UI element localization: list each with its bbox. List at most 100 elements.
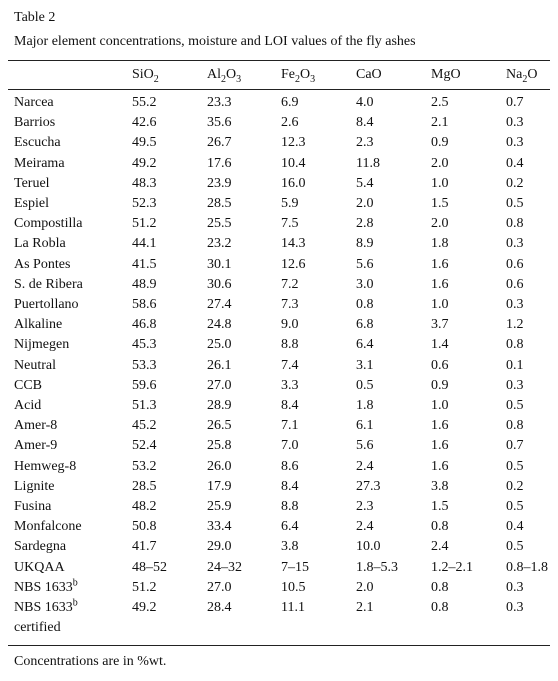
cell: 1.6 (431, 458, 449, 474)
column-header: Na2O (506, 67, 538, 84)
row-label: Acid (14, 398, 41, 414)
cell: 35.6 (207, 115, 232, 131)
cell: 0.2 (506, 175, 524, 191)
cell: 0.9 (431, 135, 449, 151)
header-text: CaO (356, 67, 382, 82)
row-label: UKQAA (14, 560, 65, 576)
cell: 9.0 (281, 317, 299, 333)
cell: 0.3 (506, 377, 524, 393)
cell: 2.6 (281, 115, 299, 131)
column-header: SiO2 (132, 67, 159, 85)
cell: 1.6 (431, 438, 449, 454)
cell: 0.3 (506, 600, 524, 615)
cell: 50.8 (132, 519, 157, 535)
cell: 3.0 (356, 276, 374, 292)
row-label: NBS 1633b (14, 577, 78, 596)
subscript: 2 (153, 73, 159, 85)
cell: 41.7 (132, 539, 157, 555)
rule (8, 89, 550, 90)
row-label-line2: certified (14, 620, 61, 636)
cell: 10.5 (281, 579, 306, 595)
superscript: b (72, 597, 78, 609)
cell: 0.9 (431, 377, 449, 393)
cell: 46.8 (132, 317, 157, 333)
row-label: Alkaline (14, 317, 62, 333)
row-label: Hemweg-8 (14, 459, 76, 475)
row-label-text: Espiel (14, 196, 49, 211)
cell: 0.8 (431, 600, 449, 615)
row-label: Meirama (14, 156, 65, 172)
cell: 27.4 (207, 297, 232, 312)
row-label-text: NBS 1633 (14, 579, 73, 595)
row-label-text: La Robla (14, 236, 66, 252)
row-label-text: Amer-8 (14, 418, 58, 434)
row-label: Fusina (14, 499, 51, 515)
header-text: SiO (132, 67, 154, 82)
cell: 10.0 (356, 539, 381, 555)
row-label-text: Narcea (14, 95, 54, 110)
cell: 2.3 (356, 135, 374, 151)
cell: 26.1 (207, 357, 232, 373)
cell: 2.4 (431, 539, 449, 555)
cell: 26.5 (207, 418, 232, 434)
row-label-text: Alkaline (14, 317, 63, 333)
row-label-text: Neutral (14, 357, 56, 373)
cell: 8.8 (281, 499, 299, 514)
row-label-text: NBS 1633 (14, 600, 73, 615)
cell: 3.8 (431, 478, 449, 494)
cell: 52.3 (132, 196, 157, 211)
cell: 1.8–5.3 (356, 559, 398, 575)
row-label: S. de Ribera (14, 277, 83, 293)
cell: 7.3 (281, 297, 299, 312)
header-text: O (527, 67, 538, 82)
cell: 26.0 (207, 458, 232, 474)
row-label-text: S. de Ribera (14, 276, 83, 292)
cell: 45.3 (132, 337, 157, 353)
cell: 3.7 (431, 317, 449, 333)
cell: 6.8 (356, 317, 374, 333)
cell: 6.9 (281, 95, 299, 110)
cell: 17.6 (207, 155, 232, 171)
row-label-text: Nijmegen (14, 337, 70, 353)
cell: 30.6 (207, 276, 232, 292)
cell: 8.9 (356, 236, 374, 252)
cell: 6.4 (281, 519, 299, 535)
cell: 55.2 (132, 95, 157, 110)
cell: 7.4 (281, 357, 299, 373)
row-label-text: Compostilla (14, 216, 83, 232)
cell: 10.4 (281, 155, 306, 171)
cell: 1.4 (431, 337, 449, 353)
subscript: 2 (295, 73, 300, 85)
cell: 26.7 (207, 135, 232, 151)
cell: 3.8 (281, 539, 299, 555)
cell: 0.5 (506, 196, 524, 211)
cell: 4.0 (356, 95, 374, 110)
cell: 3.1 (356, 357, 374, 373)
cell: 0.8 (431, 519, 449, 535)
cell: 23.3 (207, 95, 232, 110)
row-label-text: CCB (14, 377, 43, 393)
column-header: Al2O3 (207, 67, 241, 84)
cell: 8.6 (281, 458, 299, 474)
row-label-text: Teruel (14, 175, 50, 191)
header-text: Na (506, 67, 523, 82)
cell: 6.1 (356, 418, 374, 434)
cell: 28.4 (207, 600, 232, 615)
cell: 28.9 (207, 398, 232, 413)
cell: 5.9 (281, 196, 299, 211)
cell: 0.7 (506, 95, 524, 110)
cell: 41.5 (132, 256, 157, 272)
row-label: Narcea (14, 95, 54, 111)
cell: 25.9 (207, 499, 232, 514)
superscript: b (72, 577, 78, 589)
cell: 14.3 (281, 236, 306, 252)
cell: 0.4 (506, 155, 524, 171)
row-label-text: Amer-9 (14, 438, 58, 454)
row-label: NBS 1633b (14, 597, 78, 616)
cell: 0.3 (506, 579, 524, 595)
row-label: Neutral (14, 358, 56, 374)
cell: 42.6 (132, 115, 157, 131)
cell: 0.5 (506, 458, 524, 474)
cell: 1.2–2.1 (431, 559, 473, 575)
cell: 1.8 (431, 236, 449, 252)
